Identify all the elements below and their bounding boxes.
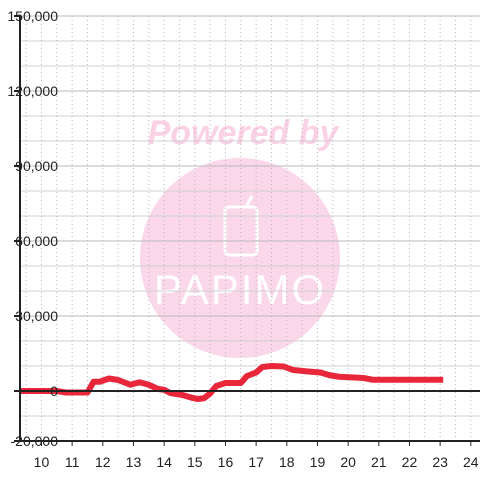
x-tick-label: 22 xyxy=(402,454,418,470)
x-tick-label: 18 xyxy=(279,454,295,470)
tick-labels: -20,000 0 30,000 60,000 90,000 120,000 150,000… xyxy=(7,8,478,470)
y-tick-label: 0 xyxy=(50,383,58,399)
watermark-brand: PAPIMO xyxy=(154,266,326,313)
watermark-powered-by: Powered by xyxy=(148,114,341,152)
x-tick-label: 17 xyxy=(248,454,264,470)
series-line xyxy=(20,363,444,402)
phone-icon xyxy=(223,195,259,257)
y-tick-label: 150,000 xyxy=(7,8,58,24)
y-tick-label: 30,000 xyxy=(15,308,58,324)
x-tick-label: 10 xyxy=(34,454,50,470)
papimo-watermark: Powered by PAPIMO xyxy=(140,114,341,358)
x-tick-label: 12 xyxy=(95,454,111,470)
x-tick-label: 15 xyxy=(187,454,203,470)
y-tick-label: 60,000 xyxy=(15,233,58,249)
x-tick-label: 14 xyxy=(156,454,172,470)
y-tick-label: 90,000 xyxy=(15,158,58,174)
x-tick-label: 11 xyxy=(65,454,80,470)
axes xyxy=(14,15,480,446)
x-tick-label: 24 xyxy=(463,454,479,470)
y-tick-label: -20,000 xyxy=(11,433,59,449)
x-tick-label: 23 xyxy=(432,454,448,470)
x-tick-label: 16 xyxy=(218,454,234,470)
watermark-circle xyxy=(140,158,340,358)
series-layer xyxy=(20,363,444,402)
y-tick-label: 120,000 xyxy=(7,83,58,99)
x-tick-label: 19 xyxy=(310,454,326,470)
x-tick-label: 21 xyxy=(371,454,387,470)
x-tick-label: 13 xyxy=(126,454,142,470)
x-tick-label: 20 xyxy=(340,454,356,470)
